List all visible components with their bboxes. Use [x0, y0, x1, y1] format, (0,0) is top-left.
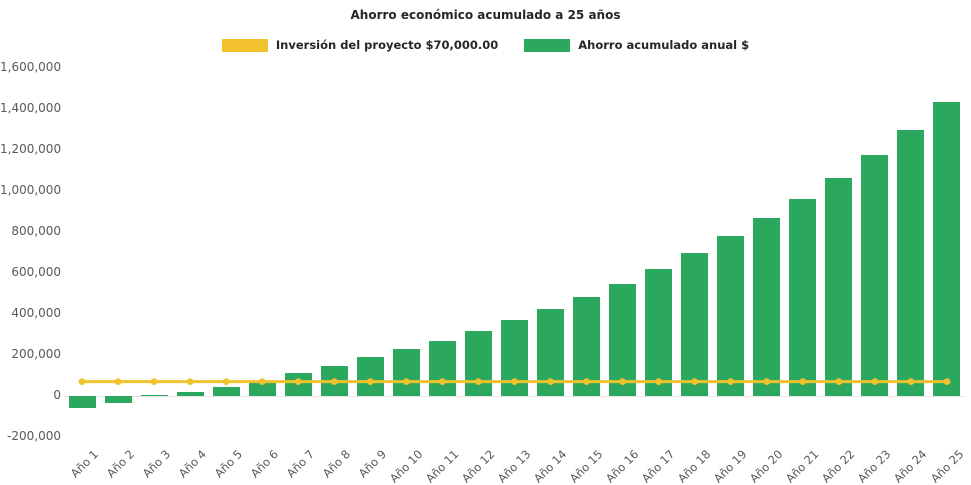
chart-title: Ahorro económico acumulado a 25 años [350, 8, 621, 22]
legend-item-investment: Inversión del proyecto $70,000.00 [221, 38, 499, 52]
bar-año-3 [140, 394, 168, 396]
x-axis-label: Año 1 [67, 447, 101, 481]
investment-line-marker [222, 378, 230, 386]
x-axis-label: Año 10 [386, 447, 426, 485]
x-axis-label: Año 4 [175, 447, 210, 481]
bar-año-13 [501, 320, 528, 396]
legend-item-savings: Ahorro acumulado anual $ [524, 38, 749, 52]
x-axis-label: Año 19 [711, 447, 750, 485]
bar-año-4 [176, 391, 204, 396]
x-axis-label: Año 17 [639, 447, 678, 485]
legend-label-investment: Inversión del proyecto $70,000.00 [275, 38, 499, 52]
bar-año-9 [356, 357, 384, 396]
zero-axis-line [64, 396, 965, 397]
bar-año-17 [645, 268, 673, 396]
investment-line-marker [150, 378, 158, 386]
investment-color-swatch [221, 38, 268, 52]
x-axis-label: Año 22 [819, 447, 858, 485]
y-axis-tick-label: 400,000 [11, 306, 61, 320]
x-axis-label: Año 9 [355, 447, 390, 481]
x-axis-label: Año 6 [247, 447, 282, 481]
x-axis-label: Año 18 [675, 447, 714, 485]
bar-año-5 [212, 386, 240, 396]
x-axis-label: Año 8 [319, 447, 354, 481]
x-axis-label: Año 2 [103, 447, 137, 481]
bar-año-7 [284, 373, 312, 396]
investment-line-marker [78, 378, 86, 386]
chart-legend: Inversión del proyecto $70,000.00 Ahorro… [0, 38, 971, 52]
x-axis-label: Año 3 [139, 447, 174, 481]
bar-año-1 [68, 396, 96, 409]
y-axis-tick-label: 800,000 [11, 224, 61, 238]
bar-año-16 [609, 283, 637, 396]
x-axis-label: Año 5 [211, 447, 246, 481]
investment-line-marker [114, 378, 122, 386]
bar-año-23 [861, 154, 889, 396]
x-axis-label: Año 15 [566, 447, 606, 485]
x-axis-label: Año 16 [602, 447, 642, 485]
x-axis-label: Año 23 [855, 447, 894, 485]
y-axis-tick-label: 1,600,000 [0, 60, 62, 74]
x-axis-label: Año 14 [530, 447, 570, 485]
bar-año-8 [320, 365, 348, 396]
x-axis-label: Año 24 [891, 447, 930, 485]
bar-año-10 [392, 349, 420, 396]
y-axis-tick-label: 1,200,000 [0, 142, 62, 156]
x-axis-label: Año 12 [458, 447, 498, 485]
y-axis-tick-label: 1,400,000 [0, 101, 62, 115]
y-axis-tick-label: 1,000,000 [0, 183, 62, 197]
bar-año-2 [104, 396, 132, 404]
bar-año-18 [681, 252, 709, 396]
bar-año-11 [428, 340, 456, 396]
bar-año-24 [897, 129, 925, 396]
bar-año-12 [464, 330, 492, 396]
bar-año-6 [248, 380, 276, 396]
x-axis-label: Año 7 [283, 447, 318, 481]
bar-año-22 [825, 177, 853, 396]
bar-año-14 [537, 308, 565, 396]
bar-año-15 [573, 296, 601, 396]
investment-line-marker [186, 378, 194, 386]
y-axis-tick-label: 200,000 [11, 347, 61, 361]
x-axis-label: Año 13 [494, 447, 534, 485]
y-axis-tick-label: 600,000 [11, 265, 61, 279]
bar-año-20 [753, 218, 781, 396]
savings-color-swatch [524, 38, 571, 52]
bar-año-19 [717, 236, 745, 396]
y-axis-tick-label: 0 [53, 388, 61, 402]
y-axis-tick-label: -200,000 [7, 429, 61, 443]
bar-año-21 [789, 198, 817, 396]
x-axis-label: Año 20 [747, 447, 786, 485]
x-axis-label: Año 21 [783, 447, 822, 485]
bar-año-25 [933, 102, 961, 396]
legend-label-savings: Ahorro acumulado anual $ [578, 38, 750, 52]
x-axis-label: Año 25 [927, 447, 966, 485]
x-axis-label: Año 11 [422, 447, 462, 485]
